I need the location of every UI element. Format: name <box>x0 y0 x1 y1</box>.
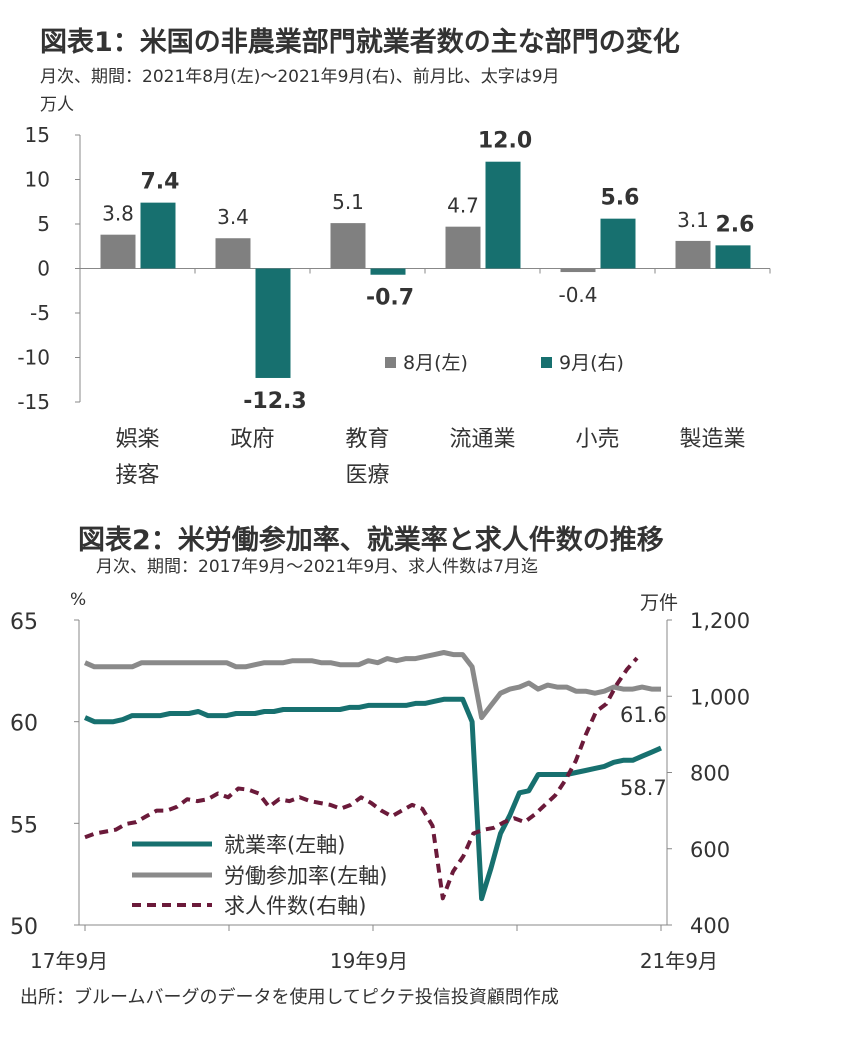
chart2-left-tick-label: 55 <box>10 813 38 838</box>
chart1-label-sep: 5.6 <box>601 186 640 211</box>
chart2-right-unit: 万件 <box>640 592 679 614</box>
chart1-y-tick-label: 15 <box>25 123 50 147</box>
chart1-category-label: 教育 <box>345 427 389 452</box>
chart1-label-sep: 12.0 <box>478 129 532 154</box>
chart1-legend-swatch-sep <box>541 357 552 368</box>
chart2-title: 図表2：米労働参加率、就業率と求人件数の推移 <box>78 525 664 556</box>
chart1-bar-sep <box>600 218 636 269</box>
employment-rate-line <box>84 696 662 902</box>
chart2-right-tick-label: 1,200 <box>690 609 750 633</box>
chart1-subtitle: 月次、期間：2021年8月(左)～2021年9月(右)、前月比、太字は9月 <box>40 67 560 87</box>
chart2-right-tick-label: 600 <box>690 838 730 862</box>
chart2-left-tick-label: 60 <box>10 712 38 737</box>
chart1-bar-sep <box>485 161 521 269</box>
chart2-left-unit: % <box>70 590 87 610</box>
chart1-category-label: 流通業 <box>449 427 515 452</box>
chart1-legend-aug: 8月(左) <box>403 352 468 374</box>
chart2-right-tick-label: 800 <box>690 762 730 786</box>
chart1-bar-aug <box>100 234 136 269</box>
chart1-bar-sep <box>370 268 406 275</box>
chart2-left-tick-label: 50 <box>10 915 38 940</box>
chart1-bar-aug <box>560 268 596 273</box>
legend-participation-label: 労働参加率(左軸) <box>224 864 387 888</box>
chart1-legend-swatch-aug <box>385 357 396 368</box>
chart1-y-tick-label: -10 <box>17 346 50 370</box>
chart1-label-aug: 3.8 <box>102 202 134 226</box>
chart1-bar-sep <box>140 202 176 269</box>
employment-end-label: 58.7 <box>620 776 667 800</box>
chart1-label-sep: 2.6 <box>716 212 755 237</box>
chart1-label-aug: -0.4 <box>558 283 597 307</box>
chart1-legend-sep: 9月(右) <box>559 352 624 374</box>
legend-openings-label: 求人件数(右軸) <box>224 894 366 918</box>
chart1-y-tick-label: -15 <box>17 390 50 414</box>
job-openings-line <box>84 656 639 901</box>
chart1-category-label: 娯楽 <box>115 427 159 452</box>
chart2-x-tick-label: 21年9月 <box>640 949 718 973</box>
chart1-bar-sep <box>255 268 291 378</box>
chart1-y-tick-label: 5 <box>37 212 50 236</box>
chart1-label-sep: -12.3 <box>243 389 306 414</box>
chart2-x-tick-label: 17年9月 <box>30 949 108 973</box>
chart1-label-sep: 7.4 <box>141 170 180 195</box>
chart1-y-tick-label: 0 <box>37 257 50 281</box>
chart1-unit: 万人 <box>40 95 74 115</box>
participation-end-label: 61.6 <box>620 703 667 727</box>
chart2-right-tick-label: 400 <box>690 914 730 938</box>
chart1-category-label: 接客 <box>115 463 159 488</box>
participation-rate-line <box>84 650 661 721</box>
chart1-label-aug: 5.1 <box>332 190 364 214</box>
chart1-bar-aug <box>215 238 251 269</box>
chart1-label-aug: 4.7 <box>447 194 479 218</box>
chart1-category-label: 政府 <box>230 427 274 452</box>
chart1-label-aug: 3.4 <box>217 205 249 229</box>
chart1-y-tick-label: -5 <box>30 301 50 325</box>
chart2-subtitle: 月次、期間：2017年9月～2021年9月、求人件数は7月迄 <box>96 557 538 577</box>
chart1-category-label: 製造業 <box>679 427 745 452</box>
chart1-bar-aug <box>675 240 711 269</box>
chart1-bar-aug <box>445 226 481 269</box>
chart1-category-label: 医療 <box>345 463 389 488</box>
chart2-left-tick-label: 65 <box>10 610 38 635</box>
chart2-x-tick-label: 19年9月 <box>330 949 408 973</box>
chart1-bar-sep <box>715 245 751 269</box>
source-note: 出所：ブルームバーグのデータを使用してピクテ投信投資顧問作成 <box>20 987 559 1008</box>
legend-employment-label: 就業率(左軸) <box>224 833 345 857</box>
chart1-bar-aug <box>330 223 366 269</box>
chart1-label-sep: -0.7 <box>366 286 414 311</box>
chart1-category-label: 小売 <box>575 427 619 452</box>
chart1-y-tick-label: 10 <box>25 168 50 192</box>
chart2-right-tick-label: 1,000 <box>690 685 750 709</box>
chart1-label-aug: 3.1 <box>677 208 709 232</box>
chart1-title: 図表1：米国の非農業部門就業者数の主な部門の変化 <box>40 27 680 58</box>
